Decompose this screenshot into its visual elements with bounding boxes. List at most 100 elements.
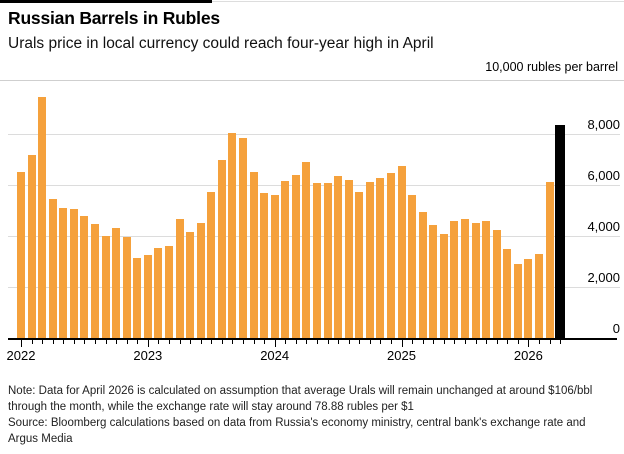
bar-apr-2024 bbox=[302, 162, 311, 338]
bar-feb-2026 bbox=[534, 253, 543, 338]
x-tick-major bbox=[401, 340, 403, 347]
x-tick-minor bbox=[63, 340, 65, 344]
x-tick-minor bbox=[158, 340, 160, 344]
bar-mar-2022 bbox=[38, 96, 47, 338]
x-tick-minor bbox=[264, 340, 266, 344]
top-rule-gray bbox=[0, 1, 624, 2]
bar-dec-2023 bbox=[260, 192, 269, 338]
x-tick-minor bbox=[560, 340, 562, 344]
bar-apr-2025 bbox=[429, 224, 438, 338]
bar-mar-2024 bbox=[291, 174, 300, 338]
x-tick-minor bbox=[390, 340, 392, 344]
x-tick-minor bbox=[94, 340, 96, 344]
bar-jul-2024 bbox=[334, 175, 343, 338]
x-tick-minor bbox=[211, 340, 213, 344]
x-tick-minor bbox=[306, 340, 308, 344]
page-title: Russian Barrels in Rubles bbox=[8, 8, 220, 28]
x-tick-minor bbox=[496, 340, 498, 344]
bar-nov-2023 bbox=[249, 172, 258, 338]
bar-nov-2024 bbox=[376, 177, 385, 338]
bar-feb-2023 bbox=[154, 247, 163, 338]
bar-oct-2025 bbox=[492, 229, 501, 338]
x-axis-year-label: 2023 bbox=[133, 348, 163, 363]
x-tick-minor bbox=[200, 340, 202, 344]
x-tick-minor bbox=[84, 340, 86, 344]
bar-oct-2022 bbox=[112, 228, 121, 338]
x-tick-minor bbox=[369, 340, 371, 344]
bar-may-2024 bbox=[312, 182, 321, 338]
x-tick-minor bbox=[242, 340, 244, 344]
x-axis-year-label: 2026 bbox=[513, 348, 543, 363]
x-tick-minor bbox=[285, 340, 287, 344]
x-tick-minor bbox=[179, 340, 181, 344]
bar-sep-2022 bbox=[101, 235, 110, 338]
bar-jan-2026 bbox=[524, 259, 533, 338]
bar-jul-2022 bbox=[80, 215, 89, 338]
x-axis-year-label: 2025 bbox=[387, 348, 416, 363]
x-tick-minor bbox=[412, 340, 414, 344]
top-accent-rule bbox=[0, 0, 212, 3]
x-tick-minor bbox=[295, 340, 297, 344]
bar-dec-2022 bbox=[133, 257, 142, 338]
x-tick-minor bbox=[338, 340, 340, 344]
x-tick-minor bbox=[549, 340, 551, 344]
bar-feb-2022 bbox=[27, 154, 36, 338]
bar-mar-2026 bbox=[545, 182, 554, 338]
bar-sep-2023 bbox=[228, 133, 237, 338]
x-tick-minor bbox=[380, 340, 382, 344]
x-axis-line bbox=[8, 338, 617, 340]
bar-jan-2022 bbox=[17, 172, 25, 338]
bar-apr-2022 bbox=[48, 198, 57, 338]
bar-jan-2024 bbox=[270, 194, 279, 338]
x-tick-minor bbox=[359, 340, 361, 344]
header-divider bbox=[0, 80, 624, 81]
bar-dec-2025 bbox=[513, 264, 522, 338]
bar-aug-2022 bbox=[90, 223, 99, 338]
y-tick-label: 4,000 bbox=[587, 218, 620, 234]
x-tick-minor bbox=[486, 340, 488, 344]
x-tick-minor bbox=[105, 340, 107, 344]
bar-jan-2025 bbox=[397, 165, 406, 338]
bar-feb-2024 bbox=[281, 181, 290, 338]
y-tick-label: 6,000 bbox=[587, 167, 620, 183]
x-tick-major bbox=[21, 340, 22, 347]
bar-aug-2023 bbox=[217, 160, 226, 338]
y-tick-label: 8,000 bbox=[587, 116, 620, 132]
bar-oct-2024 bbox=[365, 181, 374, 338]
bar-mar-2023 bbox=[164, 245, 173, 338]
x-tick-minor bbox=[42, 340, 44, 344]
bar-mar-2025 bbox=[418, 211, 427, 338]
x-tick-minor bbox=[538, 340, 540, 344]
bar-jun-2025 bbox=[450, 220, 459, 338]
x-tick-minor bbox=[348, 340, 350, 344]
x-tick-minor bbox=[52, 340, 54, 344]
x-axis-year-label: 2024 bbox=[260, 348, 290, 363]
gridline-8,000 bbox=[8, 133, 620, 135]
bar-sep-2024 bbox=[355, 191, 364, 338]
y-axis-unit-label: 10,000 rubles per barrel bbox=[485, 60, 618, 74]
bar-jul-2025 bbox=[460, 218, 469, 338]
x-tick-minor bbox=[168, 340, 170, 344]
bar-feb-2025 bbox=[408, 194, 417, 338]
x-tick-minor bbox=[253, 340, 255, 344]
x-tick-minor bbox=[507, 340, 509, 344]
x-tick-minor bbox=[316, 340, 318, 344]
x-tick-minor bbox=[454, 340, 456, 344]
bar-nov-2022 bbox=[122, 236, 131, 338]
bar-may-2023 bbox=[186, 231, 195, 338]
urals-price-chart: 0 2,000 4,000 6,000 8,000 2022 2023 2024 2025 202… bbox=[0, 84, 624, 374]
x-tick-minor bbox=[31, 340, 33, 344]
bar-oct-2023 bbox=[238, 137, 247, 338]
source-text: Source: Bloomberg calculations based on … bbox=[8, 417, 586, 445]
bar-may-2022 bbox=[59, 207, 68, 338]
x-tick-minor bbox=[433, 340, 435, 344]
x-tick-major bbox=[528, 340, 530, 347]
chart-subtitle: Urals price in local currency could reac… bbox=[8, 35, 434, 52]
x-tick-minor bbox=[475, 340, 477, 344]
bar-apr-2026 bbox=[555, 124, 566, 338]
note-text: Note: Data for April 2026 is calculated … bbox=[8, 385, 593, 413]
x-axis-year-label: 2022 bbox=[6, 348, 36, 363]
bar-aug-2025 bbox=[471, 223, 480, 338]
x-tick-minor bbox=[190, 340, 192, 344]
